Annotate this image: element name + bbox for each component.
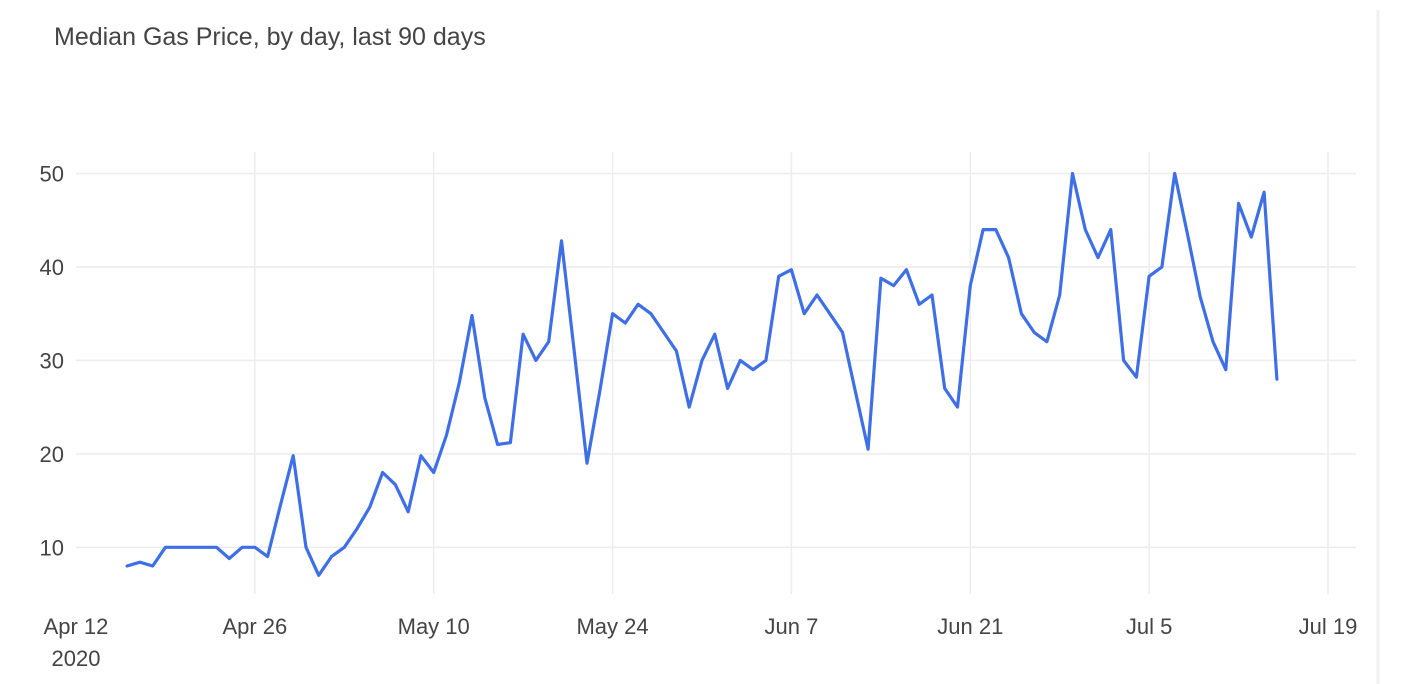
x-gridlines: [254, 152, 1329, 594]
series-layer: [125, 171, 1279, 577]
x-axis-tick-labels: Apr 12 2020 Apr 26 May 10 May 24 Jun 7 Jun 21 J…: [44, 614, 1358, 671]
x-tick-label: May 24: [576, 614, 648, 639]
x-tick-label: Apr 26: [222, 614, 287, 639]
x-tick-label: Jul 19: [1299, 614, 1358, 639]
y-tick-label: 20: [40, 442, 64, 467]
y-tick-label: 30: [40, 348, 64, 373]
y-tick-label: 50: [40, 161, 64, 186]
y-gridlines: [76, 172, 1356, 549]
chart-title: Median Gas Price, by day, last 90 days: [54, 23, 486, 51]
x-tick-label: May 10: [398, 614, 470, 639]
y-tick-label: 10: [40, 535, 64, 560]
x-tick-label: Jul 5: [1126, 614, 1172, 639]
x-tick-label: Jun 21: [937, 614, 1003, 639]
x-tick-label: Apr 12: [44, 614, 109, 639]
x-tick-sublabel: 2020: [52, 646, 101, 671]
x-tick-label: Jun 7: [765, 614, 819, 639]
y-tick-label: 40: [40, 255, 64, 280]
series-line: [125, 171, 1279, 577]
y-axis-tick-labels: 10 20 30 40 50: [40, 161, 64, 560]
